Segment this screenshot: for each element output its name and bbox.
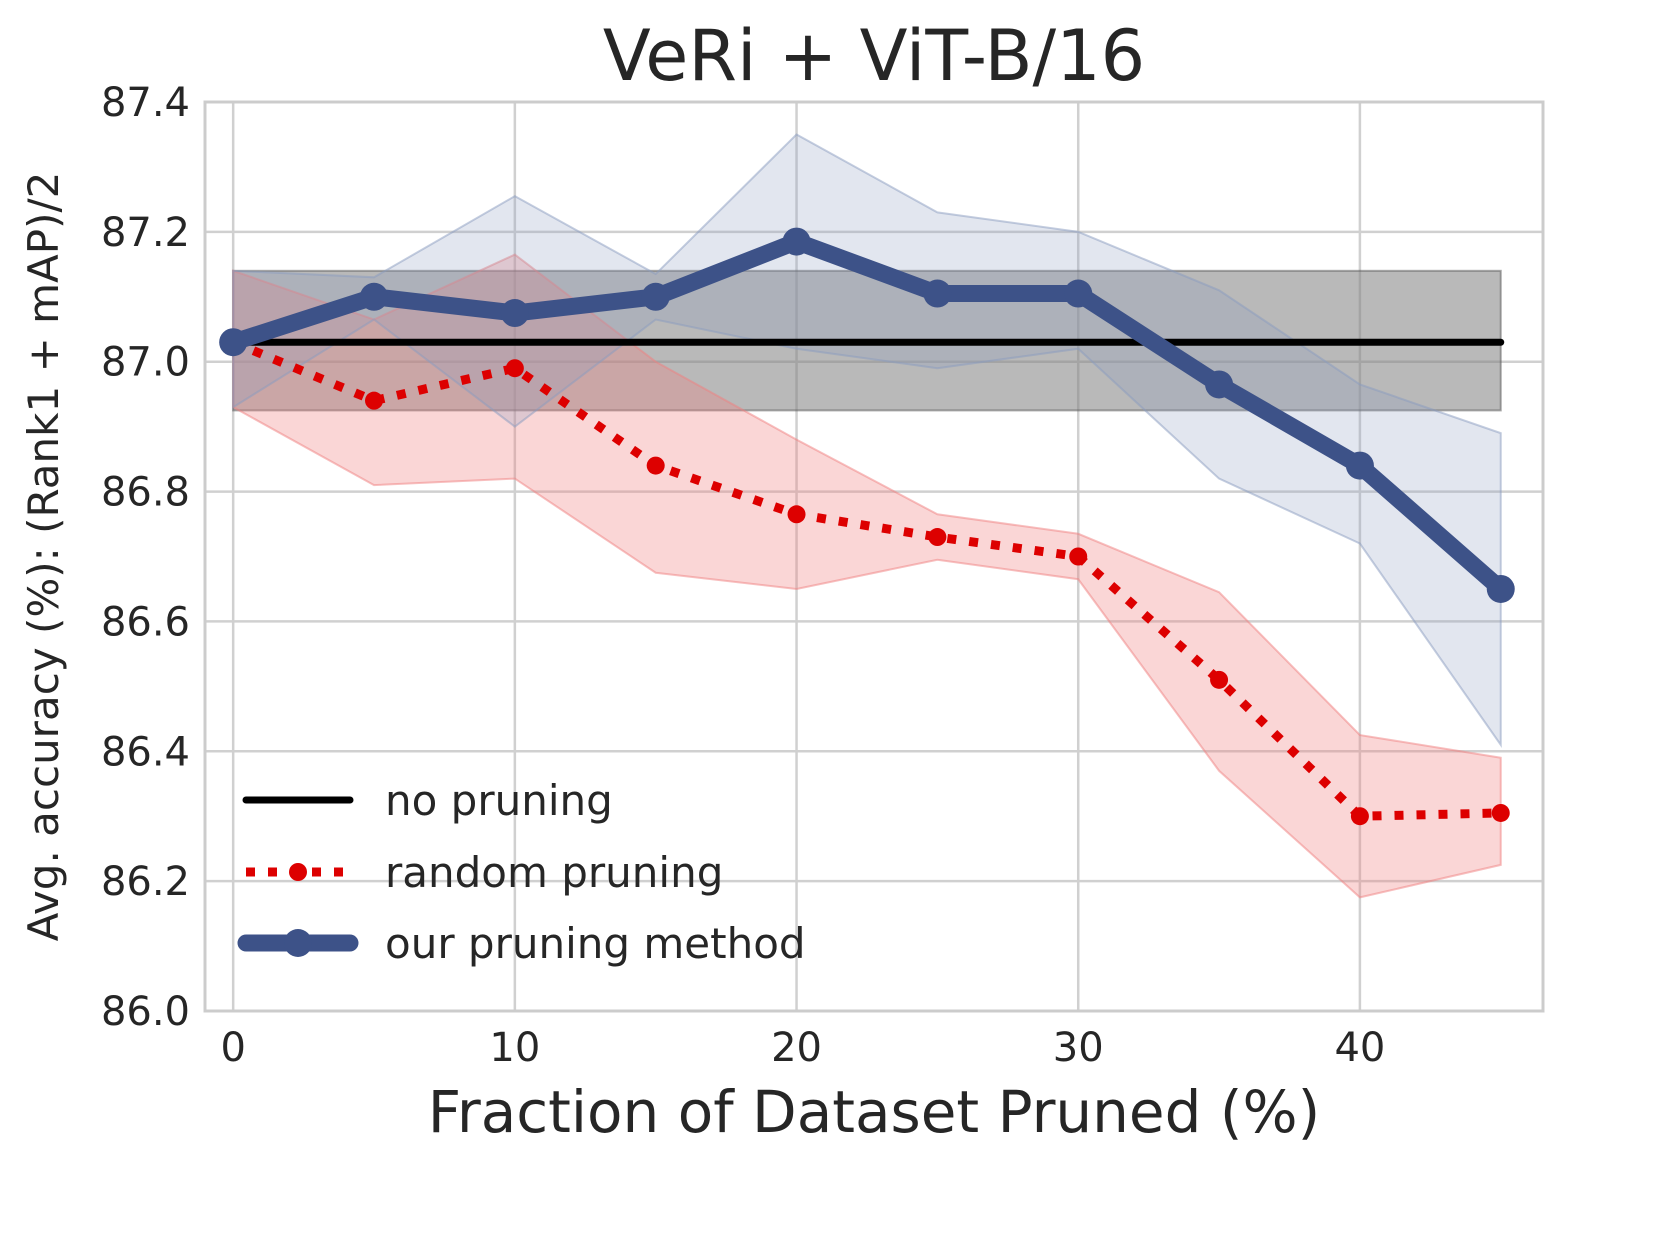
y-tick-label: 86.0: [101, 989, 190, 1035]
y-tick-label: 87.4: [101, 80, 190, 126]
y-tick-label: 86.6: [101, 599, 190, 645]
random-pruning-point: [1210, 670, 1229, 689]
random-pruning-point: [1350, 807, 1369, 826]
random-pruning-point: [1069, 547, 1088, 566]
random-pruning-point: [1491, 803, 1510, 822]
legend-marker-random-pruning: [289, 863, 307, 881]
y-tick-label: 86.2: [101, 859, 190, 905]
our-method-point: [1064, 279, 1093, 308]
legend-label-random-pruning: random pruning: [385, 848, 723, 897]
our-method-point: [1345, 451, 1374, 480]
our-method-band: [232, 133, 1502, 748]
random-pruning-band: [232, 253, 1502, 899]
our-method-point: [219, 328, 248, 357]
x-tick-label: 0: [220, 1025, 245, 1071]
our-method-point: [1205, 370, 1234, 399]
y-tick-label: 86.8: [101, 470, 190, 516]
our-method-point: [1486, 574, 1515, 603]
random-pruning-point: [365, 391, 384, 410]
x-tick-label: 10: [489, 1025, 540, 1071]
plot-frame: [203, 100, 1545, 1013]
random-pruning-line: [231, 338, 1501, 821]
random-pruning-point: [505, 359, 524, 378]
legend-marker-our-pruning-method: [284, 929, 312, 957]
legend-label-our-pruning-method: our pruning method: [385, 919, 806, 968]
x-tick-label: 30: [1053, 1025, 1104, 1071]
y-axis-label: Avg. accuracy (%): (Rank1 + mAP)/2: [19, 172, 68, 942]
tick-labels: 0 10 20 30 40 86.0 86.2 86.4 86.6 86.8 87.0 87.2 87.…: [101, 80, 1385, 1071]
our-method-point: [641, 282, 670, 311]
y-tick-label: 86.4: [101, 729, 190, 775]
series-markers: [219, 227, 1515, 826]
legend: no pruning random pruning our pruning me…: [237, 776, 806, 968]
x-tick-label: 40: [1334, 1025, 1385, 1071]
x-axis-label: Fraction of Dataset Pruned (%): [428, 1078, 1321, 1146]
our-method-point: [500, 299, 529, 328]
y-tick-label: 87.0: [101, 340, 190, 386]
our-method-line: [224, 233, 1510, 598]
our-method-point: [360, 282, 389, 311]
legend-label-no-pruning: no pruning: [385, 776, 613, 825]
chart-title: VeRi + ViT-B/16: [603, 15, 1145, 97]
x-tick-label: 20: [771, 1025, 822, 1071]
y-tick-label: 87.2: [101, 210, 190, 256]
our-method-point: [782, 227, 811, 256]
our-method-point: [923, 279, 952, 308]
random-pruning-point: [787, 505, 806, 524]
random-pruning-point: [928, 528, 947, 547]
series-lines: [224, 233, 1510, 821]
random-pruning-point: [646, 456, 665, 475]
